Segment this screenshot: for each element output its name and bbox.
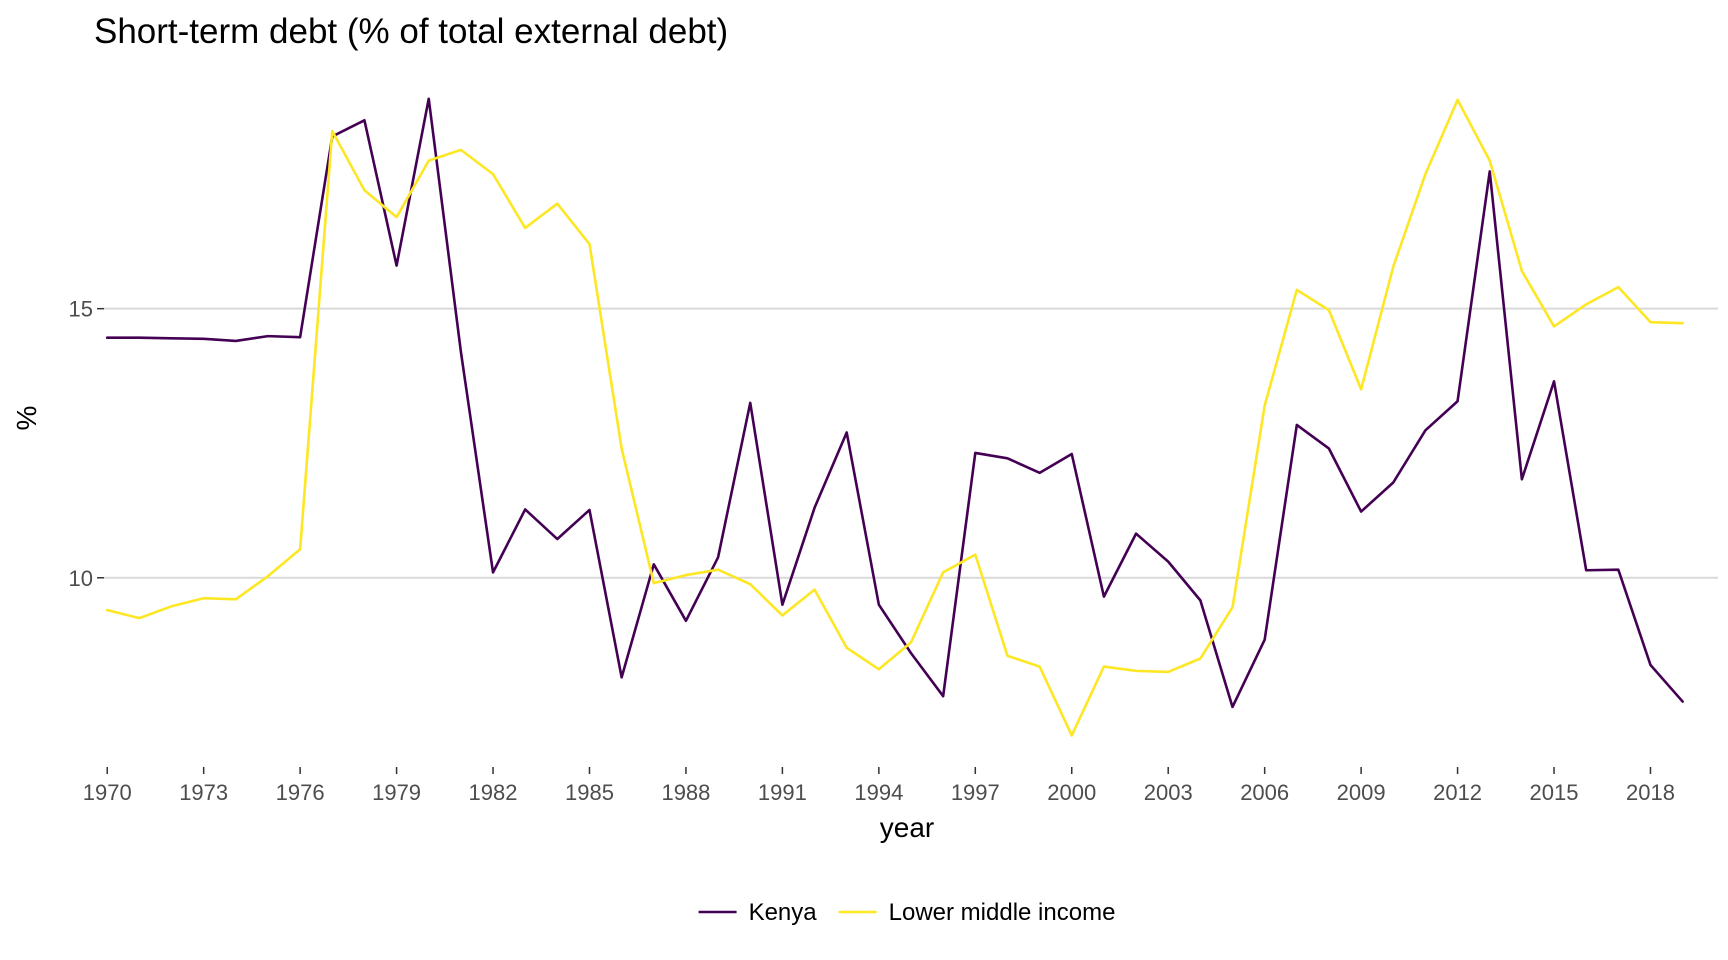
- series-line-kenya: [105, 97, 1684, 709]
- plot-area: [105, 97, 1684, 737]
- x-tick-label: 1970: [83, 780, 132, 805]
- y-axis: 10 15: [69, 297, 104, 591]
- legend: Kenya Lower middle income: [698, 899, 1116, 926]
- legend-label-lower-middle-income: Lower middle income: [889, 899, 1116, 926]
- y-tick-label: 15: [69, 297, 93, 322]
- series-line-lower-middle-income: [105, 98, 1684, 737]
- x-tick-label: 2015: [1530, 780, 1579, 805]
- x-tick-label: 1991: [758, 780, 807, 805]
- x-axis: 1970 1973 1976 1979 1982 1985 1988 1991 1994 1997…: [83, 767, 1675, 805]
- y-axis-title: %: [11, 406, 42, 431]
- x-tick-label: 1973: [179, 780, 228, 805]
- x-tick-label: 1979: [372, 780, 421, 805]
- x-tick-label: 1985: [565, 780, 614, 805]
- x-tick-label: 1988: [661, 780, 710, 805]
- y-tick-label: 10: [69, 566, 93, 591]
- legend-label-kenya: Kenya: [749, 899, 818, 926]
- x-tick-label: 2006: [1240, 780, 1289, 805]
- x-tick-label: 2009: [1337, 780, 1386, 805]
- gridlines: [104, 307, 1718, 579]
- chart-title: Short-term debt (% of total external deb…: [94, 12, 728, 51]
- x-tick-label: 2018: [1626, 780, 1675, 805]
- x-axis-title: year: [880, 812, 934, 843]
- x-tick-label: 2000: [1047, 780, 1096, 805]
- x-tick-label: 2012: [1433, 780, 1482, 805]
- x-tick-label: 1994: [854, 780, 903, 805]
- x-tick-label: 2003: [1144, 780, 1193, 805]
- x-tick-label: 1997: [951, 780, 1000, 805]
- x-tick-label: 1976: [276, 780, 325, 805]
- x-tick-label: 1982: [469, 780, 518, 805]
